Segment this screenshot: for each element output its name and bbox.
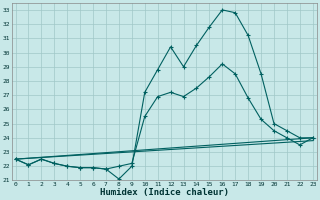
X-axis label: Humidex (Indice chaleur): Humidex (Indice chaleur) xyxy=(100,188,229,197)
